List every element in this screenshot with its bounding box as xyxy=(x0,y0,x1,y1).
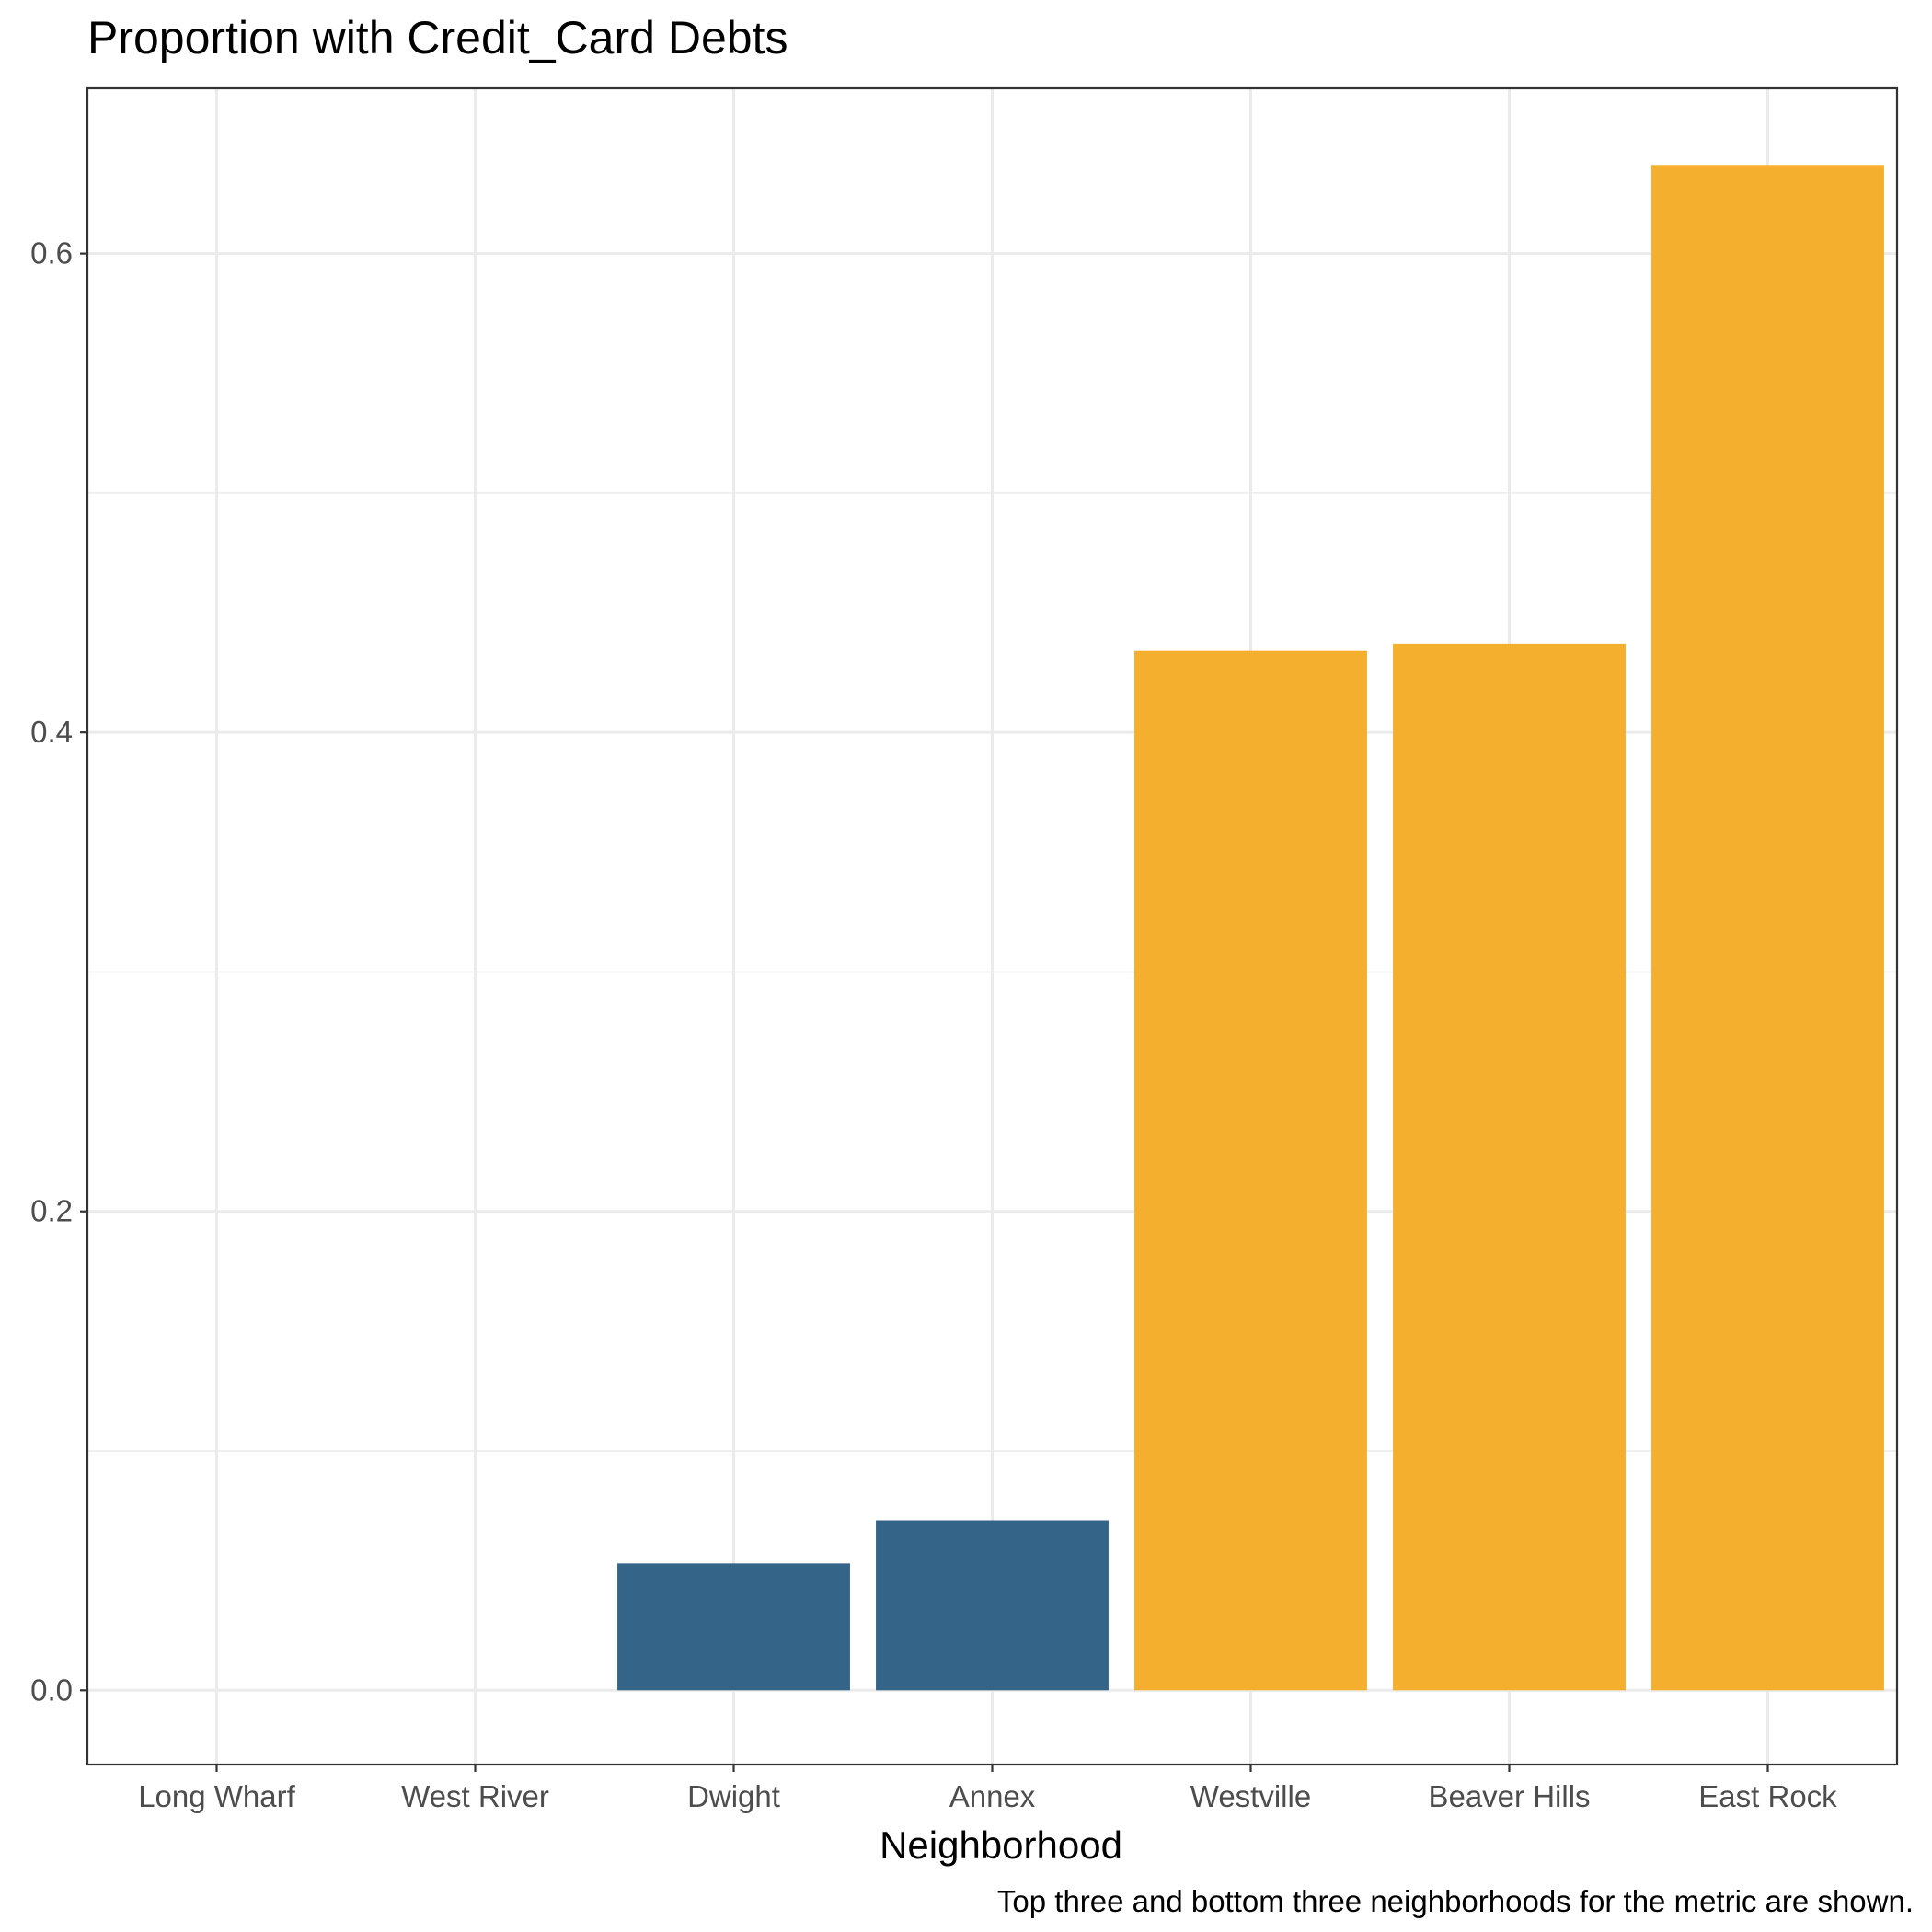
y-tick-label: 0.0 xyxy=(30,1673,73,1707)
chart-caption: Top three and bottom three neighborhoods… xyxy=(997,1884,1914,1918)
bars xyxy=(617,165,1884,1691)
chart-title: Proportion with Credit_Card Debts xyxy=(87,12,788,63)
x-tick-label: Long Wharf xyxy=(138,1779,295,1813)
x-tick-label: West River xyxy=(401,1779,549,1813)
y-axis: 0.0 0.2 0.4 0.6 xyxy=(30,236,87,1707)
x-axis-title: Neighborhood xyxy=(880,1823,1122,1867)
bar-east-rock xyxy=(1651,165,1884,1691)
x-tick-label: Westville xyxy=(1190,1779,1311,1813)
x-axis: Long Wharf West River Dwight Annex Westville… xyxy=(138,1765,1837,1813)
x-tick-label: Annex xyxy=(949,1779,1036,1813)
y-tick-label: 0.2 xyxy=(30,1194,73,1228)
y-tick-label: 0.6 xyxy=(30,236,73,270)
bar-annex xyxy=(876,1520,1109,1691)
x-tick-label: East Rock xyxy=(1698,1779,1837,1813)
x-tick-label: Dwight xyxy=(687,1779,780,1813)
bar-westville xyxy=(1134,650,1367,1691)
y-tick-label: 0.4 xyxy=(30,715,73,749)
bar-dwight xyxy=(617,1563,850,1691)
x-tick-label: Beaver Hills xyxy=(1428,1779,1590,1813)
bar-beaver-hills xyxy=(1393,643,1626,1691)
